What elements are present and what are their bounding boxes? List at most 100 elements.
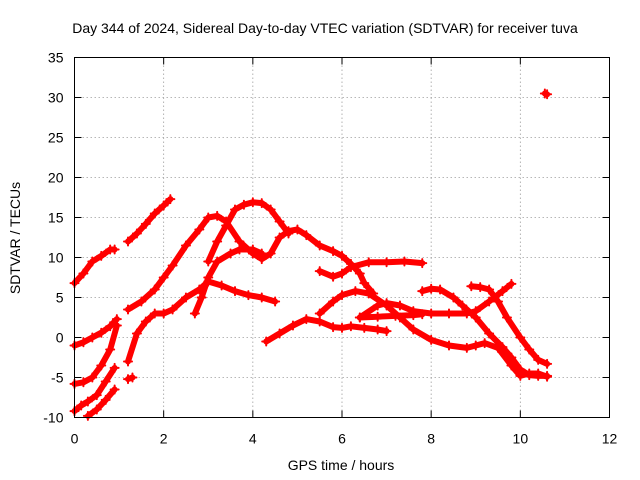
data-point: [230, 286, 240, 297]
data-point: [501, 312, 512, 323]
data-point: [345, 262, 356, 273]
data-point: [426, 334, 437, 345]
series-s7: [123, 372, 138, 385]
data-point: [270, 296, 281, 307]
data-point: [328, 271, 339, 282]
data-point: [123, 356, 133, 367]
data-point: [274, 232, 285, 243]
data-point: [328, 296, 339, 307]
data-point: [497, 342, 508, 353]
y-tick-label: 10: [48, 250, 64, 266]
data-point: [394, 300, 405, 311]
data-point: [354, 312, 365, 323]
series-s1: [69, 244, 120, 289]
data-point: [109, 384, 120, 395]
data-point: [212, 210, 223, 221]
data-point: [109, 362, 120, 373]
data-point: [247, 197, 258, 208]
data-point: [243, 290, 254, 301]
data-point: [76, 400, 87, 411]
series-s19: [539, 88, 553, 100]
data-point: [149, 208, 160, 219]
data-point: [82, 410, 93, 421]
data-point: [225, 248, 236, 259]
data-point: [78, 337, 89, 348]
data-point: [274, 328, 285, 339]
data-point: [196, 292, 207, 303]
data-point: [123, 304, 133, 315]
data-point: [265, 204, 276, 215]
data-point: [359, 322, 370, 333]
data-point: [497, 286, 508, 297]
data-point: [238, 199, 249, 210]
data-point: [301, 314, 312, 325]
y-tick-label: -5: [51, 370, 64, 386]
data-point: [165, 194, 176, 205]
series-track: [316, 258, 426, 280]
data-point: [292, 224, 303, 235]
x-tick-label: 2: [160, 431, 168, 447]
data-point: [372, 311, 383, 322]
y-tick-label: 25: [48, 130, 64, 146]
data-point: [131, 328, 142, 339]
data-point: [328, 246, 339, 257]
data-point: [247, 244, 258, 255]
data-point: [363, 288, 374, 299]
data-point: [506, 352, 517, 363]
data-point: [123, 236, 133, 247]
data-point: [261, 336, 272, 347]
y-tick-label: 0: [56, 330, 64, 346]
series-s12: [261, 314, 392, 347]
series-s4: [69, 320, 122, 389]
data-point: [350, 286, 361, 297]
data-point: [417, 286, 428, 297]
data-point: [140, 218, 151, 229]
data-point: [230, 204, 240, 215]
data-point: [212, 256, 223, 267]
y-tick-label: 20: [48, 170, 64, 186]
data-point: [314, 316, 325, 327]
data-point: [314, 308, 325, 319]
data-point: [203, 212, 214, 223]
data-point: [287, 320, 298, 331]
data-point: [149, 308, 160, 319]
data-point: [189, 308, 200, 319]
data-point: [408, 324, 419, 335]
data-point: [256, 248, 267, 259]
data-point: [158, 308, 169, 319]
y-tick-label: 5: [56, 290, 64, 306]
y-tick-label: 30: [48, 90, 64, 106]
x-tick-label: 12: [602, 431, 618, 447]
data-point: [337, 250, 347, 261]
data-point: [87, 332, 98, 343]
data-point: [354, 268, 365, 279]
data-point: [381, 257, 392, 268]
data-point: [123, 374, 133, 385]
y-axis-label: SDTVAR / TECUs: [7, 182, 23, 294]
x-tick-label: 6: [338, 431, 346, 447]
data-point: [96, 327, 107, 338]
series-s10: [189, 244, 267, 319]
y-tick-label: 35: [48, 50, 64, 66]
data-point: [444, 340, 454, 351]
data-point: [542, 358, 553, 369]
data-point: [216, 280, 227, 291]
y-tick-label: 15: [48, 210, 64, 226]
data-point: [337, 268, 347, 279]
data-point: [111, 320, 122, 331]
data-point: [372, 324, 383, 335]
data-point: [533, 370, 544, 381]
data-point: [475, 282, 486, 293]
series-s16: [354, 309, 428, 323]
data-point: [515, 332, 526, 343]
series-track: [125, 196, 174, 245]
data-point: [417, 309, 428, 320]
data-point: [515, 364, 526, 375]
data-point: [493, 296, 504, 307]
series-s11: [203, 197, 294, 267]
y-tick-label: -10: [43, 410, 63, 426]
data-point: [301, 230, 312, 241]
grid-lines: [74, 57, 610, 418]
data-point: [381, 298, 392, 309]
